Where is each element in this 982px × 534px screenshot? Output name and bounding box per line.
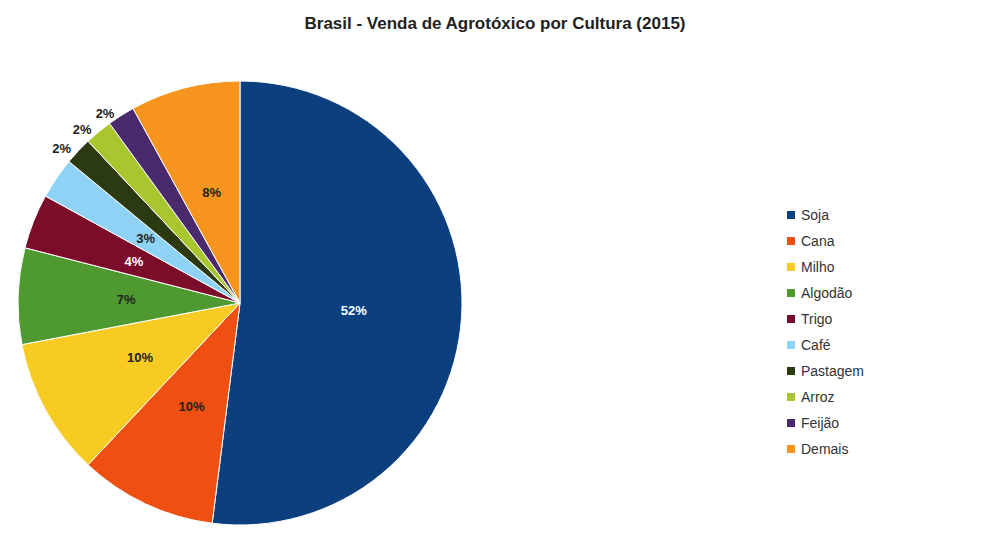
svg-text:10%: 10% <box>127 350 153 365</box>
svg-text:52%: 52% <box>341 303 367 318</box>
svg-text:Demais: Demais <box>801 441 848 457</box>
svg-text:7%: 7% <box>117 292 136 307</box>
svg-text:2%: 2% <box>96 106 115 121</box>
svg-text:Feijão: Feijão <box>801 415 839 431</box>
svg-text:10%: 10% <box>178 399 204 414</box>
svg-text:Café: Café <box>801 337 831 353</box>
svg-text:Cana: Cana <box>801 233 835 249</box>
svg-text:4%: 4% <box>125 254 144 269</box>
svg-text:Milho: Milho <box>801 259 835 275</box>
svg-text:8%: 8% <box>202 185 221 200</box>
svg-text:3%: 3% <box>136 231 155 246</box>
svg-text:Brasil - Venda de Agrotóxico p: Brasil - Venda de Agrotóxico por Cultura… <box>304 14 685 33</box>
svg-text:Pastagem: Pastagem <box>801 363 864 379</box>
svg-text:Trigo: Trigo <box>801 311 833 327</box>
svg-text:2%: 2% <box>52 141 71 156</box>
svg-text:Soja: Soja <box>801 207 829 223</box>
svg-text:Arroz: Arroz <box>801 389 834 405</box>
svg-text:2%: 2% <box>73 122 92 137</box>
svg-text:Algodão: Algodão <box>801 285 853 301</box>
